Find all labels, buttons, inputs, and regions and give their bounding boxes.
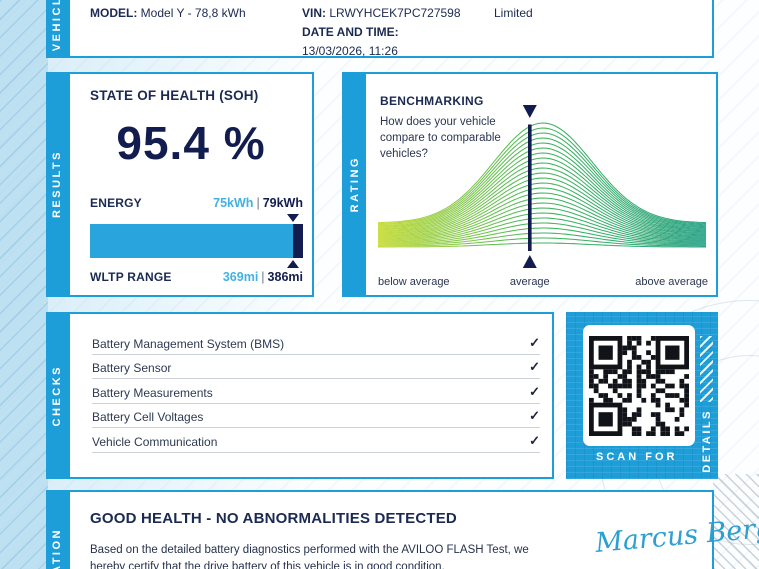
vin-value: LRWYHCEK7PC727598 bbox=[329, 6, 461, 20]
soh-value: 95.4 % bbox=[116, 117, 266, 169]
check-item-label: Battery Cell Voltages bbox=[92, 410, 204, 424]
check-row-bms: Battery Management System (BMS) ✓ bbox=[92, 330, 540, 355]
evaluation-title: GOOD HEALTH - NO ABNORMALITIES DETECTED bbox=[90, 510, 457, 527]
checkmark-icon: ✓ bbox=[529, 408, 540, 423]
model-value: Model Y - 78,8 kWh bbox=[140, 6, 246, 20]
soh-bar-marker-top bbox=[287, 214, 300, 222]
energy-row: ENERGY 75kWh | 79kWh bbox=[90, 196, 303, 210]
checkmark-icon: ✓ bbox=[529, 432, 540, 448]
label-average: average bbox=[509, 276, 550, 288]
checkmark-icon: ✓ bbox=[529, 383, 540, 399]
vehicle-vin-field: VIN: LRWYHCEK7PC727598 DATE AND TIME: 13… bbox=[302, 4, 461, 61]
soh-bar bbox=[90, 214, 303, 268]
check-row-sensor: Battery Sensor ✓ bbox=[92, 355, 540, 379]
results-tab-label: RESULTS bbox=[51, 150, 63, 219]
check-item-label: Battery Measurements bbox=[92, 385, 213, 400]
checks-list: Battery Management System (BMS) ✓ Batter… bbox=[92, 330, 540, 453]
vehicle-box: MODEL: Model Y - 78,8 kWh VIN: LRWYHCEK7… bbox=[68, 0, 714, 58]
label-below-average: below average bbox=[378, 276, 450, 288]
wltp-current-value: 369mi bbox=[222, 270, 259, 284]
qr-panel: SCAN FOR DETAILS bbox=[566, 312, 718, 479]
vehicle-model-field: MODEL: Model Y - 78,8 kWh bbox=[90, 4, 246, 23]
evaluation-tab-label: EVALUATION bbox=[51, 528, 63, 569]
check-row-measurements: Battery Measurements ✓ bbox=[92, 379, 540, 404]
left-accent-strip bbox=[0, 0, 48, 569]
check-item-label: Vehicle Communication bbox=[92, 434, 218, 449]
rating-box: RATING BENCHMARKING How does your vehicl… bbox=[342, 72, 718, 297]
results-box: STATE OF HEALTH (SOH) 95.4 % ENERGY 75kW… bbox=[68, 72, 314, 297]
vin-label: VIN: bbox=[302, 6, 326, 20]
energy-values: 75kWh | 79kWh bbox=[213, 196, 303, 210]
evaluation-box: GOOD HEALTH - NO ABNORMALITIES DETECTED … bbox=[68, 490, 759, 569]
check-row-communication: Vehicle Communication ✓ bbox=[92, 428, 540, 453]
section-tab-vehicle: VEHICLE bbox=[46, 0, 68, 58]
checks-tab-label: CHECKS bbox=[51, 364, 63, 427]
company-value: Limited bbox=[494, 6, 533, 20]
wltp-row: WLTP RANGE 369mi | 386mi bbox=[90, 270, 303, 284]
vehicle-company-field: Limited bbox=[494, 4, 533, 23]
section-tab-checks: CHECKS bbox=[46, 312, 68, 479]
scan-for-label: SCAN FOR bbox=[596, 451, 678, 463]
wltp-separator: | bbox=[261, 270, 265, 284]
details-hatch-icon bbox=[700, 336, 713, 403]
details-column: DETAILS bbox=[698, 318, 715, 473]
benchmark-chart: below average average above average bbox=[377, 98, 708, 292]
energy-separator: | bbox=[256, 196, 260, 210]
section-tab-results: RESULTS bbox=[46, 72, 68, 297]
label-above-average: above average bbox=[635, 276, 708, 288]
evaluation-body: Based on the detailed battery diagnostic… bbox=[90, 544, 529, 569]
checkmark-icon: ✓ bbox=[529, 334, 540, 350]
wltp-values: 369mi | 386mi bbox=[223, 270, 303, 284]
section-tab-rating: RATING bbox=[344, 74, 366, 295]
energy-current-value: 75kWh bbox=[213, 196, 254, 210]
model-label: MODEL: bbox=[90, 6, 138, 20]
check-item-label: Battery Management System (BMS) bbox=[92, 336, 285, 351]
vehicle-tab-label: VEHICLE bbox=[51, 0, 63, 52]
soh-title: STATE OF HEALTH (SOH) bbox=[90, 88, 259, 103]
signature: Marcus Berger bbox=[594, 510, 759, 560]
datetime-value: 13/03/2026, 11:26 bbox=[302, 44, 398, 58]
wltp-label: WLTP RANGE bbox=[90, 270, 172, 284]
benchmark-curve-svg bbox=[377, 105, 707, 268]
soh-bar-marker-bottom bbox=[287, 260, 300, 268]
soh-bar-fill bbox=[90, 224, 294, 258]
wltp-original-value: 386mi bbox=[267, 270, 303, 284]
datetime-label: DATE AND TIME: bbox=[302, 25, 399, 39]
section-tab-evaluation: EVALUATION bbox=[46, 490, 68, 569]
qr-code-svg bbox=[589, 335, 689, 436]
qr-code bbox=[583, 325, 695, 446]
rating-tab-label: RATING bbox=[349, 156, 361, 213]
energy-label: ENERGY bbox=[90, 196, 142, 210]
checks-box: Battery Management System (BMS) ✓ Batter… bbox=[68, 312, 554, 479]
checkmark-icon: ✓ bbox=[529, 359, 540, 374]
check-row-cell-voltages: Battery Cell Voltages ✓ bbox=[92, 404, 540, 428]
benchmark-axis-labels: below average average above average bbox=[378, 276, 708, 292]
check-item-label: Battery Sensor bbox=[92, 361, 172, 375]
details-label: DETAILS bbox=[700, 409, 713, 473]
energy-original-value: 79kWh bbox=[262, 196, 303, 210]
